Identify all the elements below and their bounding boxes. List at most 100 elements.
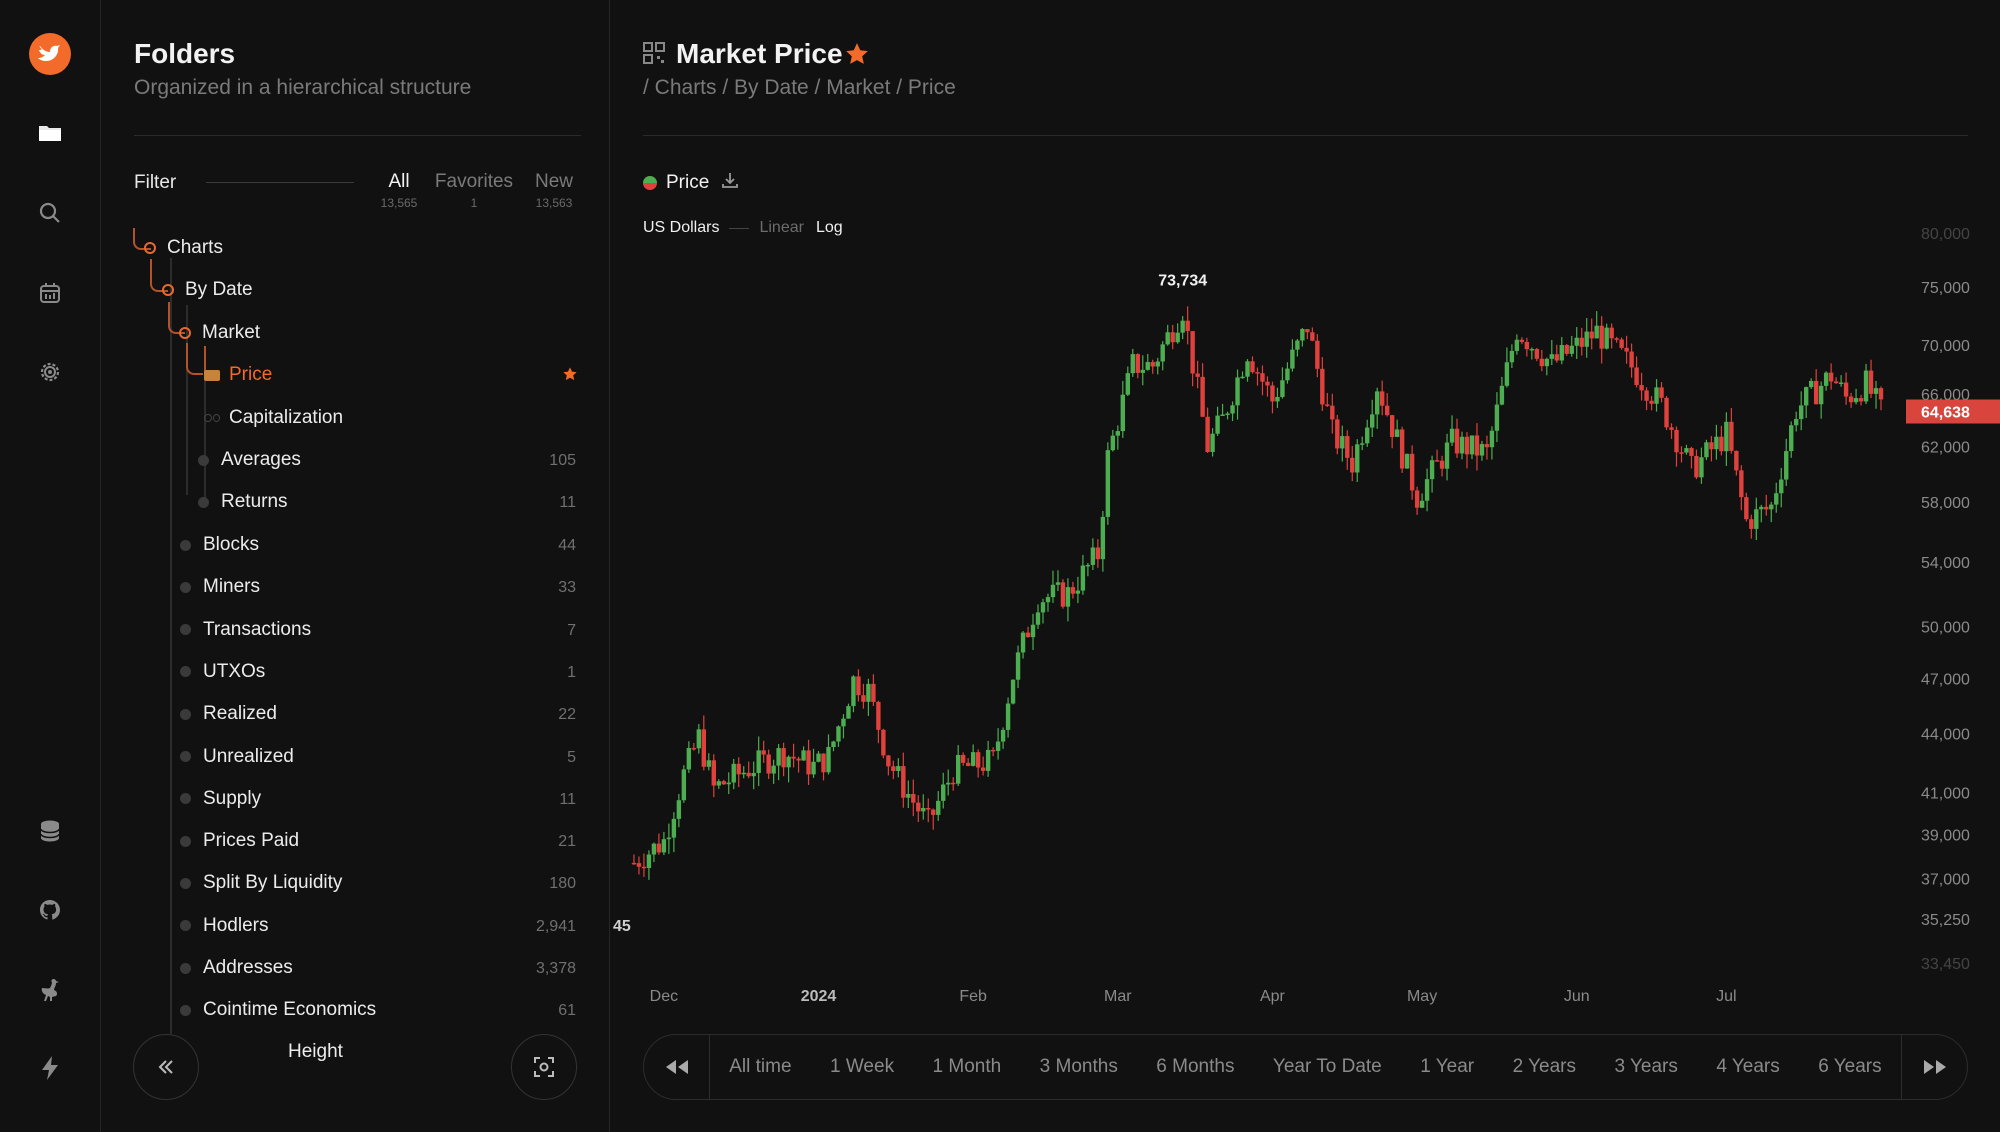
candle-body	[686, 747, 692, 770]
tree-folder-unrealized[interactable]: Unrealized	[180, 742, 294, 772]
candle-body	[901, 766, 906, 798]
open-folder-ring-icon	[179, 327, 191, 339]
candle-body	[1075, 590, 1081, 594]
range-option-3-months[interactable]: 3 Months	[1039, 1056, 1118, 1077]
candle-body	[1519, 339, 1525, 342]
chart-flag-icon	[204, 369, 220, 381]
range-option-all-time[interactable]: All time	[729, 1056, 792, 1077]
candle-body	[1419, 500, 1425, 508]
tree-node-height[interactable]: Height	[288, 1037, 343, 1067]
tree-folder-split-by-liquidity[interactable]: Split By Liquidity	[180, 868, 342, 898]
candle-body	[1060, 582, 1066, 607]
range-option-1-year[interactable]: 1 Year	[1420, 1056, 1475, 1077]
candle-body	[1624, 347, 1629, 352]
collapse-sidebar-button[interactable]	[133, 1034, 199, 1100]
tree-folder-supply[interactable]: Supply	[180, 784, 261, 814]
candle-body	[636, 863, 642, 867]
range-option-year-to-date[interactable]: Year To Date	[1272, 1056, 1382, 1077]
tree-node-label: Height	[288, 1041, 343, 1062]
gear-icon[interactable]	[30, 352, 70, 392]
folder-dot-icon	[180, 1004, 191, 1016]
candle-body	[1589, 331, 1594, 339]
range-option-1-week[interactable]: 1 Week	[830, 1056, 895, 1077]
tree-node-averages[interactable]: Averages	[198, 445, 301, 475]
range-option-6-months[interactable]: 6 Months	[1156, 1056, 1235, 1077]
candle-body	[1055, 582, 1061, 585]
filter-tab-new[interactable]: New 13,563	[524, 171, 584, 210]
range-option-2-years[interactable]: 2 Years	[1512, 1056, 1576, 1077]
tree-connector	[133, 228, 151, 250]
candle-body	[641, 866, 647, 869]
tree-node-charts[interactable]: Charts	[144, 233, 223, 263]
scale-log-toggle[interactable]: Log	[815, 219, 843, 236]
filter-input-line[interactable]	[206, 182, 354, 183]
lightning-icon[interactable]	[30, 1048, 70, 1088]
favorite-star-icon[interactable]	[844, 41, 870, 72]
tree-folder-blocks[interactable]: Blocks	[180, 530, 259, 560]
candle-body	[1838, 382, 1844, 385]
tree-node-label: Addresses	[203, 957, 293, 978]
candle-body	[786, 756, 791, 768]
tree-folder-utxos[interactable]: UTXOs	[180, 657, 265, 687]
tree-node-market[interactable]: Market	[179, 318, 260, 348]
candle-body	[796, 758, 801, 761]
candle-body	[1554, 354, 1559, 361]
focus-selected-button[interactable]	[511, 1034, 577, 1100]
favorite-star-icon[interactable]	[562, 366, 578, 387]
tree-node-capitalization[interactable]: Capitalization	[204, 403, 343, 433]
folder-icon[interactable]	[30, 113, 70, 153]
qr-code-icon[interactable]	[643, 42, 665, 69]
candle-body	[1764, 506, 1769, 510]
candle-body	[1409, 453, 1415, 491]
last-price-tag	[1906, 399, 2000, 424]
candle-body	[1669, 427, 1674, 430]
candle-body	[1375, 391, 1380, 415]
candle-body	[1858, 398, 1864, 402]
database-icon[interactable]	[30, 811, 70, 851]
candle-body	[1389, 415, 1395, 437]
tree-folder-addresses[interactable]: Addresses	[180, 953, 293, 983]
calendar-icon[interactable]	[30, 273, 70, 313]
filter-tab-favorites[interactable]: Favorites 1	[434, 171, 514, 210]
tree-node-by-date[interactable]: By Date	[162, 275, 253, 305]
ostrich-icon[interactable]	[30, 970, 70, 1010]
tree-folder-cointime-economics[interactable]: Cointime Economics	[180, 995, 376, 1025]
candle-body	[1150, 362, 1155, 367]
range-options: All time 1 Week 1 Month 3 Months 6 Months Yea…	[710, 1056, 1901, 1078]
tree-folder-transactions[interactable]: Transactions	[180, 615, 311, 645]
tree-folder-miners[interactable]: Miners	[180, 572, 260, 602]
candle-body	[1105, 450, 1111, 517]
candle-body	[691, 747, 697, 750]
series-legend[interactable]: Price	[643, 171, 739, 194]
rewind-button[interactable]	[644, 1035, 710, 1099]
range-option-6-years[interactable]: 6 Years	[1818, 1056, 1882, 1077]
fast-forward-button[interactable]	[1901, 1035, 1967, 1099]
tree-node-price[interactable]: Price	[204, 360, 272, 390]
tree-folder-realized[interactable]: Realized	[180, 699, 277, 729]
candle-body	[651, 843, 657, 855]
panel-title: Folders	[134, 38, 236, 69]
filter-tab-all[interactable]: All 13,565	[374, 171, 424, 210]
tree-node-label: Supply	[203, 787, 262, 809]
candle-body	[1300, 329, 1305, 341]
search-icon[interactable]	[30, 193, 70, 233]
candle-body	[1649, 400, 1654, 404]
tree-node-returns[interactable]: Returns	[198, 487, 288, 517]
y-tick-label: 70,000	[1921, 338, 1970, 355]
price-chart[interactable]: 33,450 35,250 37,000 39,000 41,000 44,000 47,0…	[611, 215, 2000, 1015]
github-icon[interactable]	[30, 890, 70, 930]
tree-folder-hodlers[interactable]: Hodlers	[180, 911, 268, 941]
candle-body	[1005, 703, 1011, 730]
tree-node-count: 33	[558, 579, 576, 597]
tree-node-label: Returns	[221, 491, 288, 512]
range-option-1-month[interactable]: 1 Month	[932, 1056, 1002, 1077]
candle-body	[671, 818, 677, 838]
download-icon[interactable]	[721, 171, 739, 194]
candle-body	[1135, 354, 1140, 373]
logo-bird-icon[interactable]	[29, 33, 71, 75]
candle-body	[846, 706, 851, 719]
scale-linear-toggle[interactable]: Linear	[759, 219, 804, 236]
tree-folder-prices-paid[interactable]: Prices Paid	[180, 826, 299, 856]
range-option-3-years[interactable]: 3 Years	[1614, 1056, 1678, 1077]
range-option-4-years[interactable]: 4 Years	[1716, 1056, 1780, 1077]
